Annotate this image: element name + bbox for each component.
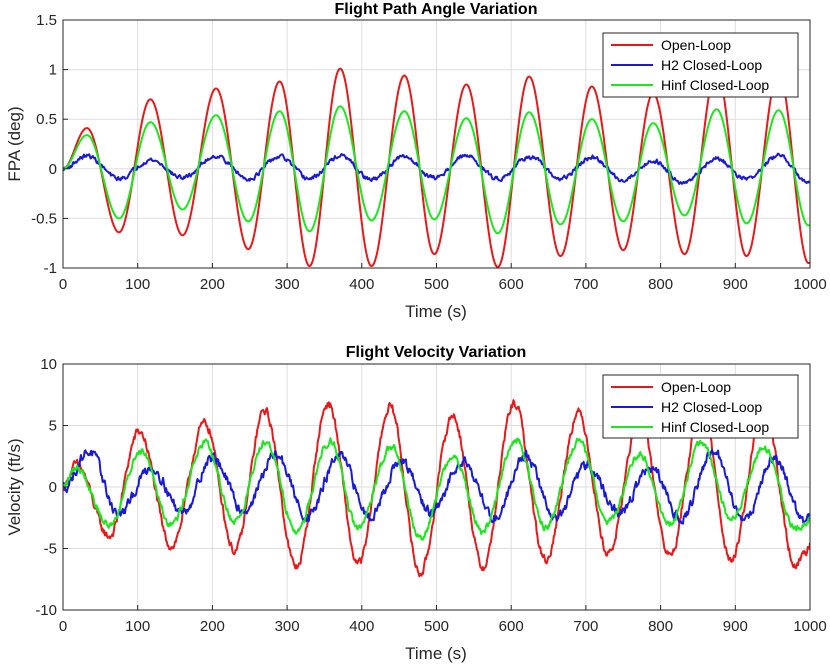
vel-title: Flight Velocity Variation <box>346 344 526 361</box>
vel-xtick-label: 500 <box>424 618 449 635</box>
vel-xtick-label: 700 <box>573 618 598 635</box>
vel-tick-labels: 0 100 200 300 400 500 600 700 800 900 1000 -10 -5 0 5 1… <box>35 356 826 635</box>
vel-legend-label: H2 Closed-Loop <box>661 399 762 415</box>
fpa-panel: Flight Path Angle Variation 0 100 200 300 40… <box>5 1 827 321</box>
fpa-legend: Open-Loop H2 Closed-Loop Hinf Closed-Loop <box>602 32 799 98</box>
fpa-xtick-label: 0 <box>59 276 67 293</box>
fpa-xtick-label: 500 <box>424 276 449 293</box>
vel-xtick-label: 400 <box>349 618 374 635</box>
fpa-xtick-label: 1000 <box>793 276 826 293</box>
vel-ytick-label: 5 <box>49 418 57 435</box>
vel-ytick-label: -5 <box>44 541 57 558</box>
fpa-lines <box>63 67 810 268</box>
vel-xtick-label: 900 <box>723 618 748 635</box>
vel-series-hinf-closed-loop <box>63 437 810 541</box>
fpa-ytick-label: -0.5 <box>31 210 57 227</box>
fpa-legend-label: Open-Loop <box>661 37 731 53</box>
vel-ytick-label: -10 <box>35 602 57 619</box>
vel-panel: Flight Velocity Variation 0 100 200 300 400 5… <box>5 344 827 663</box>
vel-xtick-label: 600 <box>499 618 524 635</box>
vel-legend: Open-Loop H2 Closed-Loop Hinf Closed-Loop <box>602 374 799 439</box>
fpa-xtick-label: 900 <box>723 276 748 293</box>
fpa-legend-label: Hinf Closed-Loop <box>661 77 769 93</box>
fpa-legend-label: H2 Closed-Loop <box>661 57 762 73</box>
fpa-series-hinf-closed-loop <box>63 105 810 235</box>
vel-xtick-label: 100 <box>125 618 150 635</box>
fpa-ytick-label: 1 <box>49 62 57 79</box>
vel-xtick-label: 300 <box>275 618 300 635</box>
vel-series-h2-closed-loop <box>63 449 810 525</box>
fpa-xtick-label: 600 <box>499 276 524 293</box>
fpa-ytick-label: 0.5 <box>36 111 57 128</box>
fpa-xtick-label: 700 <box>573 276 598 293</box>
fpa-ylabel: FPA (deg) <box>5 106 24 181</box>
fpa-ytick-label: 1.5 <box>36 12 57 29</box>
fpa-series-h2-closed-loop <box>63 152 810 185</box>
vel-xtick-label: 1000 <box>793 618 826 635</box>
fpa-xtick-label: 400 <box>349 276 374 293</box>
fpa-xtick-label: 300 <box>275 276 300 293</box>
vel-legend-label: Open-Loop <box>661 379 731 395</box>
fpa-ytick-label: 0 <box>49 161 57 178</box>
vel-xtick-label: 800 <box>648 618 673 635</box>
fpa-xtick-label: 200 <box>200 276 225 293</box>
fpa-title: Flight Path Angle Variation <box>335 1 538 18</box>
fpa-xtick-label: 100 <box>125 276 150 293</box>
fpa-series-open-loop <box>63 67 810 268</box>
fpa-tick-labels: 0 100 200 300 400 500 600 700 800 900 1000 -1 -0.5 0 0… <box>31 12 827 293</box>
fpa-xtick-label: 800 <box>648 276 673 293</box>
vel-ylabel: Velocity (ft/s) <box>5 438 24 535</box>
fpa-ytick-label: -1 <box>44 260 57 277</box>
fpa-xlabel: Time (s) <box>405 302 467 321</box>
vel-lines <box>63 399 810 578</box>
vel-xtick-label: 0 <box>59 618 67 635</box>
vel-ytick-label: 10 <box>40 356 57 373</box>
vel-legend-label: Hinf Closed-Loop <box>661 419 769 435</box>
vel-xlabel: Time (s) <box>405 644 467 663</box>
vel-xtick-label: 200 <box>200 618 225 635</box>
vel-ytick-label: 0 <box>49 479 57 496</box>
